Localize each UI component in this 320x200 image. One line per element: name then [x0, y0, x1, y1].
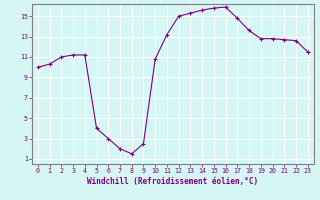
X-axis label: Windchill (Refroidissement éolien,°C): Windchill (Refroidissement éolien,°C) [87, 177, 258, 186]
